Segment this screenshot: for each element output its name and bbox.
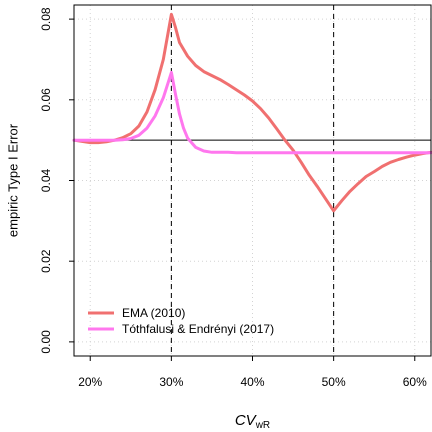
y-tick-label-2: 0.04 (39, 168, 53, 192)
series-lines (72, 12, 432, 213)
x-axis-title-main: CV (235, 412, 258, 429)
grid-lines (74, 5, 431, 356)
series-line-1 (72, 70, 432, 155)
y-axis: 0.00 0.02 0.04 0.06 0.08 (39, 7, 74, 354)
y-axis-title: empiric Type I Error (5, 123, 20, 237)
x-tick-label-1: 30% (159, 375, 183, 389)
x-axis-title: CVwR (235, 412, 270, 431)
x-tick-label-4: 60% (403, 375, 427, 389)
x-tick-label-2: 40% (240, 375, 264, 389)
x-axis-title-sub: wR (255, 420, 270, 431)
x-tick-label-0: 20% (78, 375, 102, 389)
legend: EMA (2010) Tóthfalusi & Endrényi (2017) (88, 306, 274, 336)
y-tick-label-1: 0.02 (39, 249, 53, 273)
series-line-0 (72, 12, 432, 213)
legend-label-0: EMA (2010) (122, 306, 185, 320)
y-tick-label-3: 0.06 (39, 88, 53, 112)
legend-label-1: Tóthfalusi & Endrényi (2017) (122, 322, 274, 336)
y-tick-label-4: 0.08 (39, 7, 53, 31)
x-axis: 20% 30% 40% 50% 60% (78, 356, 427, 389)
y-tick-label-0: 0.00 (39, 330, 53, 354)
x-tick-label-3: 50% (322, 375, 346, 389)
reference-lines (74, 5, 431, 356)
